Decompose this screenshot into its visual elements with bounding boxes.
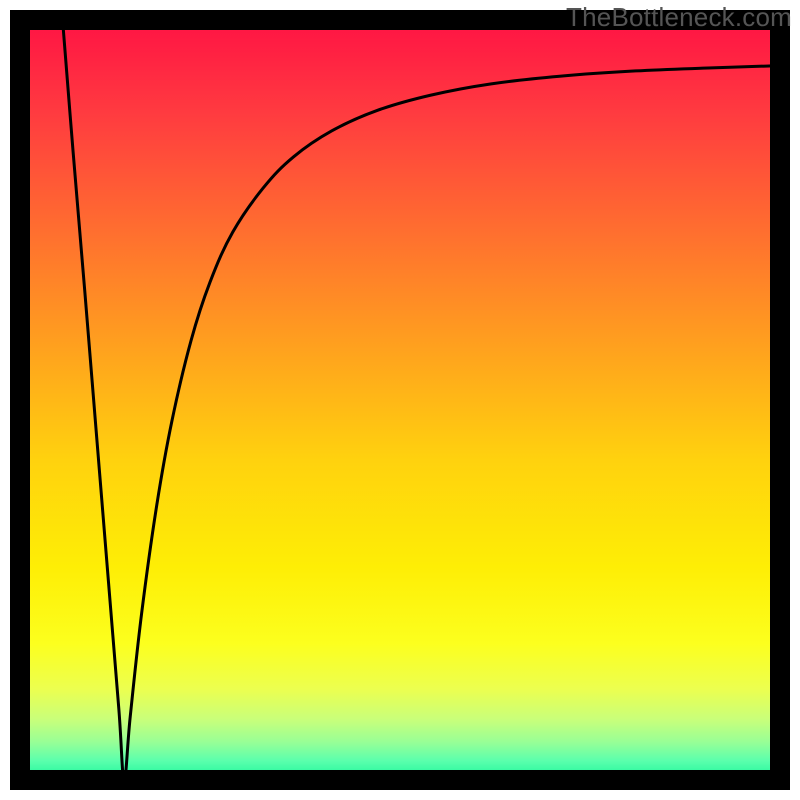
chart-svg — [0, 0, 800, 800]
plot-background — [20, 20, 780, 780]
chart-container: TheBottleneck.com — [0, 0, 800, 800]
